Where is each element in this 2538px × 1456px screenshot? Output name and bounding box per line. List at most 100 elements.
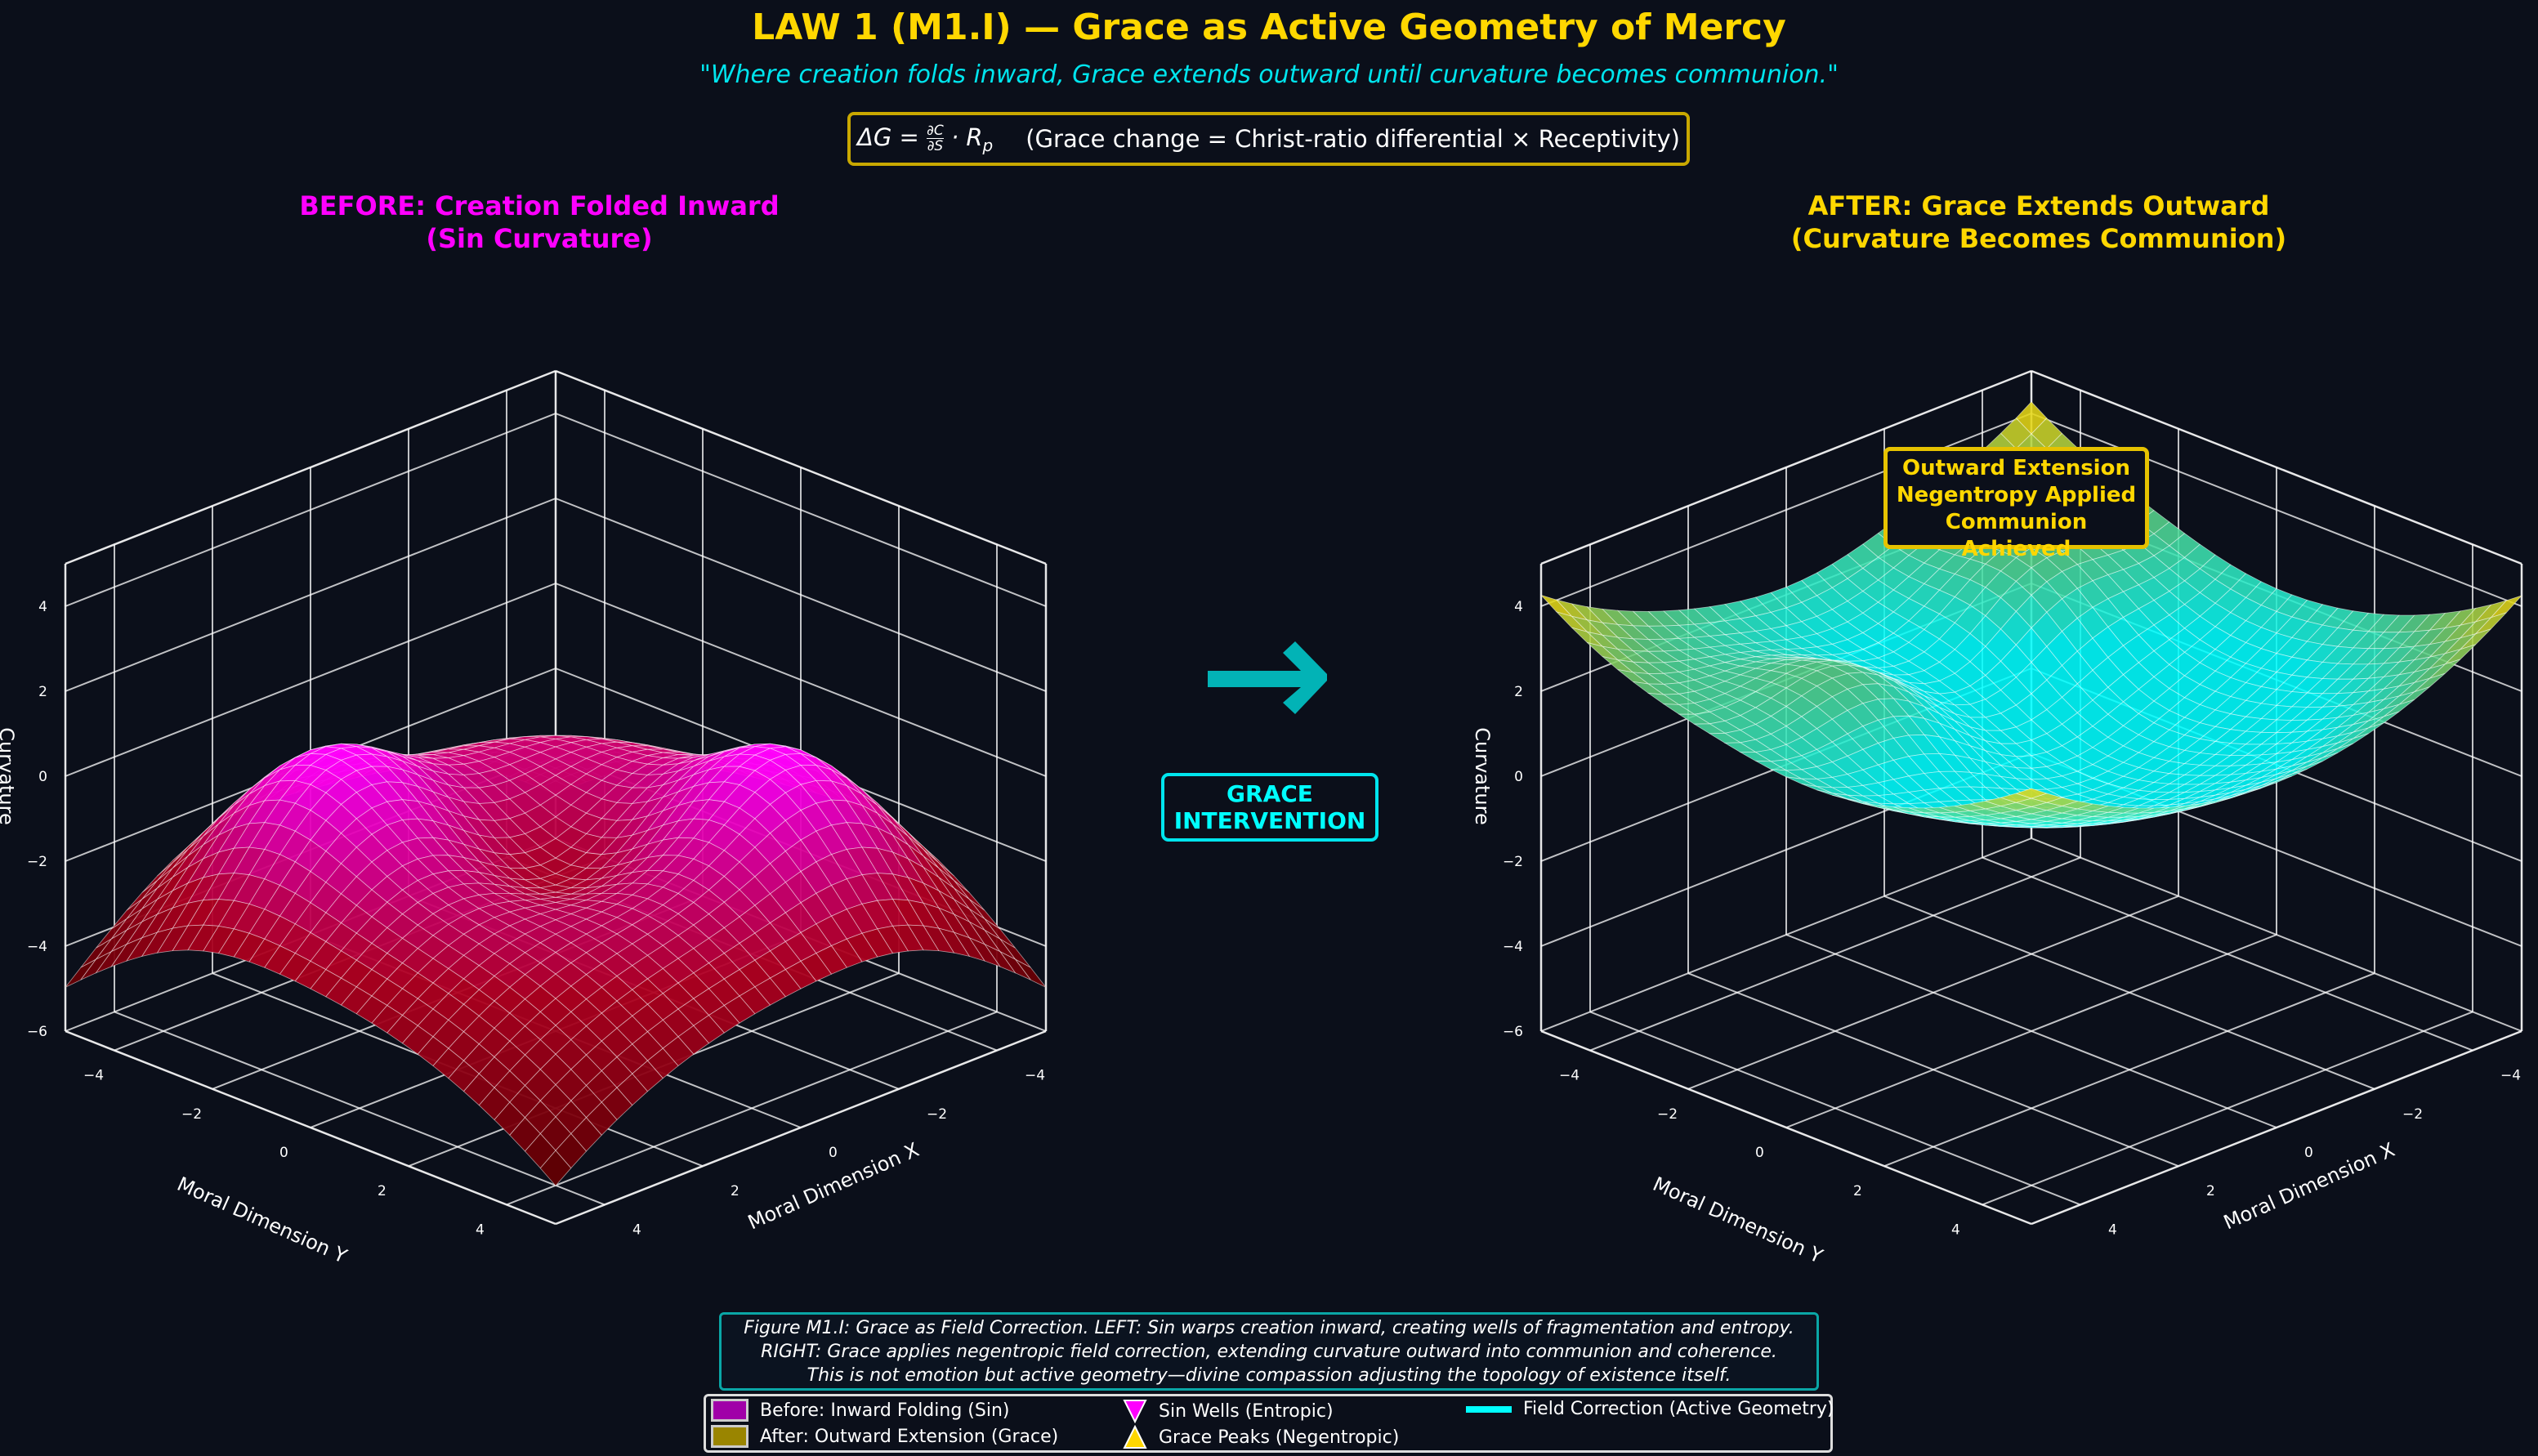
x-tick-label: 2 (2206, 1183, 2215, 1199)
surface-patch (2014, 788, 2049, 799)
legend-label: Grace Peaks (Negentropic) (1159, 1427, 1400, 1448)
legend-label: Field Correction (Active Geometry) (1523, 1399, 1834, 1419)
grid-line (1589, 856, 2081, 1052)
legend-label: After: Outward Extension (Grace) (760, 1426, 1059, 1447)
legend-label: Before: Inward Folding (Sin) (760, 1400, 1010, 1421)
right-plot-title: AFTER: Grace Extends Outward (Curvature … (1671, 190, 2406, 255)
magenta-patch-icon (711, 1399, 748, 1422)
z-axis-label: Curvature (1471, 727, 1494, 824)
z-tick-label: 0 (38, 769, 47, 785)
grid-line (65, 583, 556, 777)
formula-fraction: ∂C ∂S (927, 123, 944, 154)
y-axis-label: Moral Dimension Y (174, 1172, 351, 1268)
y-tick-label: 0 (1755, 1145, 1764, 1161)
grid-line (1785, 934, 2277, 1128)
grid-line (1540, 837, 2032, 1032)
formula: ΔG = ∂C ∂S · Rp (857, 123, 993, 155)
z-tick-label: 4 (38, 599, 47, 615)
formula-explanation: (Grace change = Christ-ratio differentia… (1025, 125, 1680, 153)
z-axis-label: Curvature (0, 727, 18, 824)
axis-edge (2031, 1029, 2522, 1226)
z-tick-label: 4 (1514, 599, 1523, 615)
caption-line1: Figure M1.I: Grace as Field Correction. … (744, 1318, 1794, 1338)
y-tick-label: −4 (83, 1068, 104, 1084)
axis-edge (555, 1029, 1047, 1226)
up-triangle-icon (1123, 1425, 1147, 1449)
grace-annotation-box: Outward Extension Negentropy Applied Com… (1883, 447, 2149, 561)
z-tick-label: −2 (1503, 854, 1523, 870)
grid-line (555, 583, 1047, 777)
legend-item-after: After: Outward Extension (Grace) (711, 1425, 1058, 1448)
right-arrow-icon (1208, 641, 1327, 714)
legend: Before: Inward Folding (Sin) After: Outw… (704, 1394, 1834, 1453)
right-title-line2: (Curvature Becomes Communion) (1790, 223, 2287, 254)
legend-item-field-correction: Field Correction (Active Geometry) (1466, 1399, 1834, 1419)
caption-line2: RIGHT: Grace applies negentropic field c… (761, 1342, 1777, 1362)
formula-rhs: · R (950, 123, 983, 151)
annotation-line3: Communion Achieved (1945, 510, 2088, 561)
x-tick-label: −4 (1025, 1068, 1045, 1084)
axis-edge (65, 369, 556, 565)
formula-subscript: p (982, 135, 994, 155)
y-tick-label: 4 (1951, 1222, 1960, 1238)
figure-caption: Figure M1.I: Grace as Field Correction. … (719, 1312, 1819, 1391)
y-tick-label: 4 (476, 1222, 485, 1238)
y-tick-label: −2 (181, 1106, 202, 1123)
y-tick-label: 2 (378, 1183, 387, 1199)
legend-item-sin-wells: Sin Wells (Entropic) (1123, 1399, 1334, 1423)
grid-line (65, 413, 556, 607)
figure-subtitle: "Where creation folds inward, Grace exte… (699, 60, 1839, 89)
formula-denominator: ∂S (927, 138, 944, 155)
y-tick-label: 0 (279, 1145, 288, 1161)
x-tick-label: −2 (927, 1106, 947, 1123)
x-tick-label: 2 (731, 1183, 740, 1199)
grid-line (1982, 1011, 2473, 1206)
z-tick-label: −6 (1503, 1024, 1523, 1040)
cyan-line-icon (1466, 1405, 1512, 1413)
z-tick-label: 2 (1514, 684, 1523, 700)
left-title-line2: (Sin Curvature) (426, 223, 653, 254)
annotation-line1: Outward Extension (1902, 456, 2130, 480)
z-tick-label: −4 (1503, 939, 1523, 955)
grid-line (2031, 837, 2522, 1032)
x-tick-label: −4 (2500, 1068, 2521, 1084)
olive-patch-icon (711, 1425, 748, 1448)
y-tick-label: 2 (1853, 1183, 1862, 1199)
right-title-line1: AFTER: Grace Extends Outward (1807, 190, 2270, 221)
grace-intervention-line1: GRACE (1227, 780, 1313, 807)
z-tick-label: −2 (27, 854, 47, 870)
legend-item-before: Before: Inward Folding (Sin) (711, 1399, 1009, 1422)
y-tick-label: −2 (1657, 1106, 1678, 1123)
grid-line (555, 413, 1047, 607)
left-title-line1: BEFORE: Creation Folded Inward (299, 190, 780, 221)
annotation-line2: Negentropy Applied (1896, 483, 2137, 507)
z-tick-label: 0 (1514, 769, 1523, 785)
legend-label: Sin Wells (Entropic) (1159, 1400, 1334, 1422)
axis-edge (65, 1029, 556, 1226)
left-plot-title: BEFORE: Creation Folded Inward (Sin Curv… (212, 190, 866, 255)
z-tick-label: −6 (27, 1024, 47, 1040)
formula-lhs: ΔG = (857, 123, 919, 151)
z-tick-label: 2 (38, 684, 47, 700)
y-tick-label: −4 (1559, 1068, 1580, 1084)
grace-intervention-label: GRACE INTERVENTION (1161, 773, 1378, 842)
grid-line (555, 498, 1047, 692)
grid-line (65, 498, 556, 692)
axis-edge (555, 369, 1047, 565)
figure-title: LAW 1 (M1.I) — Grace as Active Geometry … (752, 7, 1786, 48)
x-tick-label: 0 (829, 1145, 838, 1161)
down-triangle-icon (1123, 1400, 1147, 1423)
y-axis-label: Moral Dimension Y (1650, 1172, 1826, 1268)
formula-box: ΔG = ∂C ∂S · Rp (Grace change = Christ-ra… (847, 112, 1690, 166)
x-tick-label: 4 (2108, 1222, 2117, 1238)
axis-edge (1540, 369, 2032, 565)
surface-patch (539, 1150, 572, 1186)
grid-line (2031, 413, 2522, 607)
x-tick-label: 0 (2304, 1145, 2313, 1161)
x-tick-label: 4 (632, 1222, 641, 1238)
grid-line (1687, 895, 2179, 1090)
caption-line3: This is not emotion but active geometry—… (807, 1365, 1731, 1386)
